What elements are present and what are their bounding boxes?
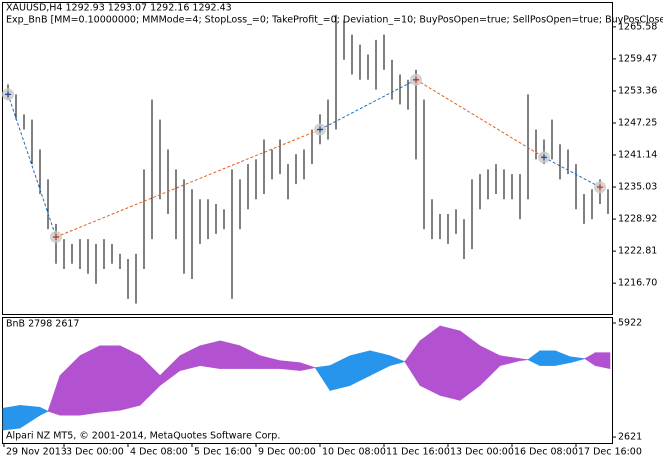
band-segment [99, 345, 121, 413]
band-segment [419, 325, 441, 396]
band-segment [159, 354, 181, 387]
band-segment [19, 404, 41, 429]
signal-line [55, 129, 321, 238]
band-segment [314, 365, 331, 392]
x-tick-label: 9 Dec 00:00 [258, 447, 316, 458]
band-segment [499, 355, 521, 367]
band-segment [479, 345, 501, 387]
band-segment [79, 345, 101, 416]
y-tick-label: 1259.47 [618, 53, 657, 64]
x-tick-label: 29 Nov 2013 [6, 447, 67, 458]
footer: Alpari NZ MT5, © 2001-2014, MetaQuotes S… [6, 431, 280, 442]
y-tick-label: 1247.25 [618, 117, 657, 128]
chart-subtitle: Exp_BnB [MM=0.10000000; MMMode=4; StopLo… [6, 15, 663, 26]
signal-line [543, 156, 601, 188]
band-segment [519, 358, 529, 362]
band-segment [369, 350, 391, 377]
y-tick-label: 1235.03 [618, 182, 657, 193]
y-tick-label: 1253.36 [618, 85, 657, 96]
band-segment [139, 354, 161, 407]
main-frame [2, 2, 613, 315]
band-segment [259, 355, 281, 369]
y-tick-label: 5922 [618, 317, 642, 328]
x-tick-label: 10 Dec 08:00 [322, 447, 386, 458]
x-tick-label: 17 Dec 16:00 [578, 447, 642, 458]
band-segment [59, 354, 81, 416]
y-tick-label: 1222.81 [618, 246, 657, 257]
band-segment [279, 360, 301, 371]
indicator-frame [2, 317, 613, 444]
band-segment [2, 404, 21, 431]
band-segment [199, 340, 221, 369]
band-segment [39, 406, 49, 416]
band-segment [459, 330, 481, 401]
band-segment [569, 356, 585, 364]
band-segment [389, 355, 406, 367]
signal-line [319, 79, 417, 130]
signal-line [415, 79, 545, 158]
chart-title: XAUUSD,H4 1292.93 1293.07 1292.16 1292.4… [6, 3, 232, 14]
signal-cross [317, 126, 323, 133]
x-tick-label: 16 Dec 08:00 [514, 447, 578, 458]
y-tick-label: 1241.14 [618, 150, 657, 161]
band-segment [404, 339, 421, 387]
y-tick-label: 1265.58 [618, 21, 657, 32]
x-tick-label: 13 Dec 00:00 [450, 447, 514, 458]
band-segment [584, 352, 596, 367]
band-segment [594, 352, 611, 369]
x-tick-label: 5 Dec 16:00 [194, 447, 252, 458]
y-tick-label: 2621 [618, 432, 642, 443]
indicator-title: BnB 2798 2617 [6, 319, 79, 330]
signal-cross [413, 76, 419, 83]
band-segment [527, 350, 541, 367]
x-tick-label: 3 Dec 00:00 [66, 447, 124, 458]
band-segment [554, 350, 571, 366]
band-segment [219, 340, 241, 369]
band-segment [239, 345, 261, 369]
y-tick-label: 1228.92 [618, 214, 657, 225]
band-segment [329, 355, 351, 391]
signal-cross [541, 154, 547, 161]
x-tick-label: 11 Dec 16:00 [386, 447, 450, 458]
band-segment [349, 350, 371, 386]
x-tick-label: 4 Dec 08:00 [130, 447, 188, 458]
signal-cross [5, 91, 11, 98]
band-segment [119, 345, 141, 411]
band-segment [47, 375, 61, 416]
band-segment [179, 345, 201, 371]
band-segment [439, 325, 461, 401]
signal-cross [597, 184, 603, 191]
band-segment [539, 350, 556, 366]
signal-cross [53, 234, 59, 241]
signal-line [7, 94, 57, 238]
y-tick-label: 1216.70 [618, 278, 657, 289]
band-segment [299, 362, 317, 371]
